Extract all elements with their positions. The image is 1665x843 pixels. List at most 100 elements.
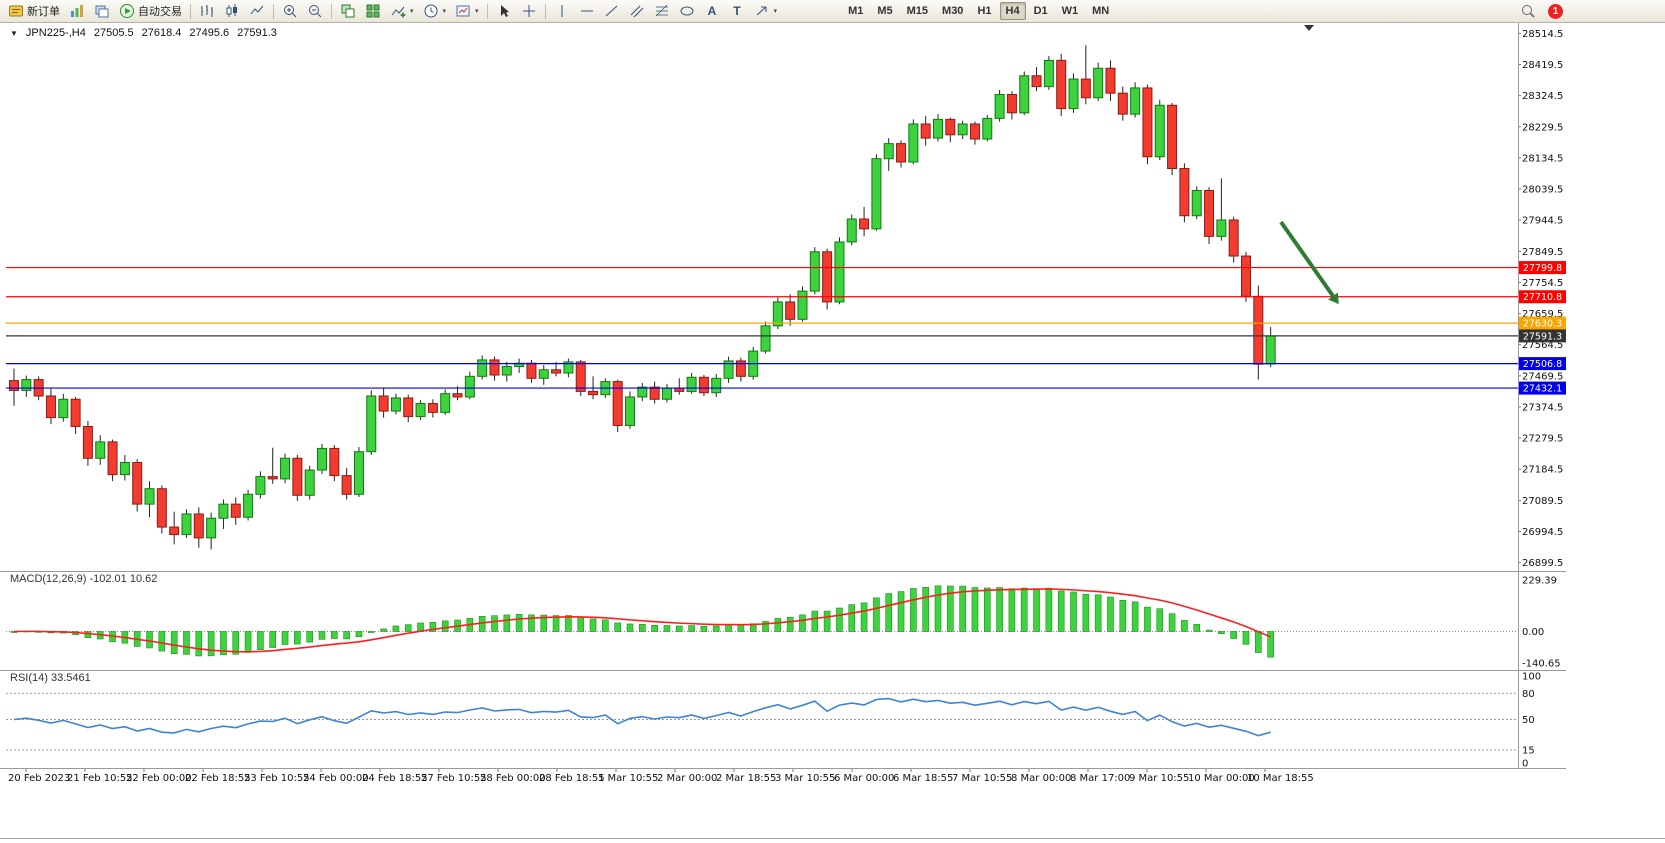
trend-arrow-line[interactable]: [1279, 220, 1335, 298]
vertical-line-button[interactable]: [550, 1, 574, 21]
toolbar-separator: [190, 3, 191, 19]
svg-text:10 Mar 00:00: 10 Mar 00:00: [1188, 773, 1255, 784]
rsi-indicator-label: RSI(14) 33.5461: [10, 672, 91, 684]
price-level-lines[interactable]: [6, 266, 1518, 389]
svg-text:8 Mar 17:00: 8 Mar 17:00: [1070, 773, 1130, 784]
cascade-windows-icon: [341, 4, 355, 18]
svg-text:22 Feb 00:00: 22 Feb 00:00: [126, 773, 192, 784]
svg-text:27659.5: 27659.5: [1522, 309, 1563, 320]
auto-trading-button[interactable]: 自动交易: [115, 1, 186, 21]
svg-text:28039.5: 28039.5: [1522, 185, 1563, 196]
svg-text:27849.5: 27849.5: [1522, 247, 1563, 258]
zoom-out-button[interactable]: [303, 1, 327, 21]
open-value: 27505.5: [93, 27, 134, 39]
fibonacci-button[interactable]: [650, 1, 674, 21]
svg-text:27799.8: 27799.8: [1523, 263, 1562, 274]
cursor-button[interactable]: [492, 1, 516, 21]
svg-text:6 Mar 00:00: 6 Mar 00:00: [834, 773, 894, 784]
shapes-button[interactable]: [675, 1, 699, 21]
price-axis[interactable]: 28514.5 28419.5 28324.5 28229.5 28134.5 28039…: [1518, 29, 1566, 770]
cascade-windows-button[interactable]: [336, 1, 360, 21]
notification-badge[interactable]: 1: [1548, 3, 1563, 19]
svg-text:0: 0: [1522, 759, 1528, 770]
vertical-line-icon: [561, 5, 563, 17]
chart-header: ▼ JPN225-,H4 27505.5 27618.4 27495.6 275…: [10, 27, 277, 39]
scroll-to-end-marker[interactable]: [1304, 25, 1314, 31]
timeframe-button-m30[interactable]: M30: [936, 2, 969, 20]
dropdown-caret-icon: ▾: [773, 8, 778, 15]
svg-text:28134.5: 28134.5: [1522, 153, 1563, 164]
profiles-button[interactable]: [90, 1, 114, 21]
text-label-button[interactable]: T: [725, 1, 749, 21]
svg-text:10 Mar 18:55: 10 Mar 18:55: [1247, 773, 1314, 784]
trend-arrow-head[interactable]: [1328, 292, 1339, 305]
svg-text:100: 100: [1522, 672, 1541, 683]
timeframe-button-h1[interactable]: H1: [971, 2, 997, 20]
low-value: 27495.6: [189, 27, 230, 39]
svg-text:28324.5: 28324.5: [1522, 91, 1563, 102]
timeframe-button-h4[interactable]: H4: [999, 2, 1026, 20]
dropdown-caret-icon: ▾: [410, 8, 414, 15]
timeframe-button-m1[interactable]: M1: [842, 2, 869, 20]
svg-text:6 Mar 18:55: 6 Mar 18:55: [893, 773, 953, 784]
toolbar-separator: [486, 3, 488, 19]
svg-text:20 Feb 2023: 20 Feb 2023: [8, 773, 70, 784]
channel-button[interactable]: [625, 1, 649, 21]
cursor-icon: [500, 5, 509, 17]
text-label-icon: T: [733, 4, 741, 18]
indicators-icon: [391, 6, 406, 18]
arrows-button[interactable]: ▾: [750, 1, 782, 21]
candlestick-view-button[interactable]: [220, 1, 244, 21]
svg-text:-140.65: -140.65: [1522, 659, 1561, 670]
timeframe-button-mn[interactable]: MN: [1086, 2, 1115, 20]
svg-text:26994.5: 26994.5: [1522, 527, 1563, 538]
tile-windows-button[interactable]: [361, 1, 385, 21]
templates-button[interactable]: ▾: [451, 1, 483, 21]
timeframe-button-w1[interactable]: W1: [1056, 2, 1085, 20]
dropdown-caret-icon: ▾: [442, 8, 447, 15]
search-icon: [1522, 5, 1535, 18]
search-button[interactable]: [1516, 1, 1540, 21]
svg-text:8 Mar 00:00: 8 Mar 00:00: [1011, 773, 1071, 784]
svg-text:80: 80: [1522, 689, 1535, 700]
text-button[interactable]: A: [700, 1, 724, 21]
svg-text:27944.5: 27944.5: [1522, 216, 1563, 227]
timeframe-toolbar: M1 M5 M15 M30 H1 H4 D1 W1 MN: [842, 2, 1115, 20]
zoom-in-button[interactable]: [278, 1, 302, 21]
rsi-plot: [13, 697, 1271, 737]
toolbar-separator: [331, 3, 332, 19]
horizontal-line-icon: [580, 10, 593, 12]
timeframe-button-m5[interactable]: M5: [871, 2, 898, 20]
new-order-button[interactable]: 新订单: [4, 1, 64, 21]
svg-text:27591.3: 27591.3: [1523, 331, 1562, 342]
auto-trading-label: 自动交易: [138, 6, 182, 18]
svg-text:24 Feb 18:55: 24 Feb 18:55: [362, 773, 428, 784]
svg-text:2 Mar 18:55: 2 Mar 18:55: [716, 773, 776, 784]
svg-text:27184.5: 27184.5: [1522, 465, 1563, 476]
dropdown-caret-icon: ▾: [475, 8, 479, 15]
svg-text:27754.5: 27754.5: [1522, 278, 1563, 289]
indicator-level-lines: [6, 631, 1518, 751]
timeframe-button-d1[interactable]: D1: [1028, 2, 1054, 20]
toolbar-separator: [273, 3, 274, 19]
crosshair-button[interactable]: [517, 1, 541, 21]
svg-text:0.00: 0.00: [1522, 627, 1544, 638]
indicators-button[interactable]: ▾: [386, 1, 418, 21]
svg-text:27506.8: 27506.8: [1523, 359, 1562, 370]
high-value: 27618.4: [141, 27, 182, 39]
new-chart-button[interactable]: [65, 1, 89, 21]
main-toolbar: 新订单 自动交易: [0, 0, 1665, 23]
periods-button[interactable]: ▾: [419, 1, 451, 21]
svg-text:27279.5: 27279.5: [1522, 434, 1563, 445]
svg-text:28 Feb 18:55: 28 Feb 18:55: [539, 773, 605, 784]
symbol-dropdown-icon[interactable]: ▼: [10, 28, 18, 38]
horizontal-line-button[interactable]: [575, 1, 599, 21]
trendline-button[interactable]: [600, 1, 624, 21]
timeframe-button-m15[interactable]: M15: [901, 2, 934, 20]
svg-text:28514.5: 28514.5: [1522, 29, 1563, 40]
bar-chart-view-button[interactable]: [195, 1, 219, 21]
line-chart-view-button[interactable]: [245, 1, 269, 21]
